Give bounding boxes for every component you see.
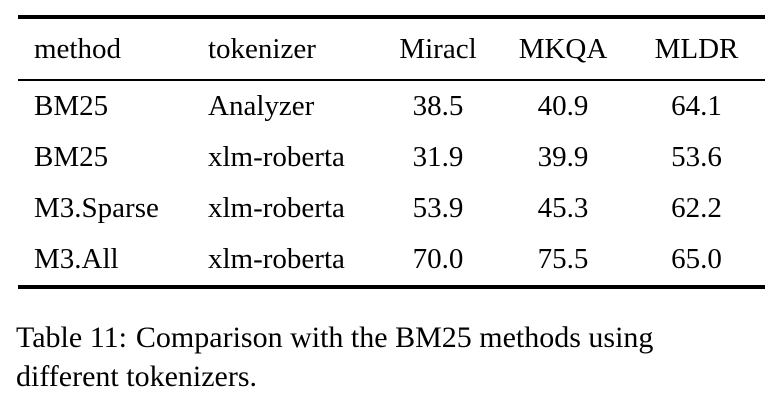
cell-mldr: 62.2 (671, 192, 722, 224)
header-row: method tokenizer Miracl MKQA MLDR (18, 17, 765, 81)
cell-tokenizer: Analyzer (208, 90, 315, 122)
col-header-method: method (18, 17, 208, 81)
cell-method: BM25 (34, 141, 109, 173)
col-header-mkqa: MKQA (498, 17, 628, 81)
table-header: method tokenizer Miracl MKQA MLDR (18, 17, 765, 81)
cell-mkqa: 40.9 (537, 90, 589, 122)
table-row: M3.All xlm-roberta 70.0 75.5 65.0 (18, 234, 765, 287)
cell-mkqa: 39.9 (537, 141, 589, 173)
col-header-miracl: Miracl (378, 17, 498, 81)
col-header-mldr: MLDR (628, 17, 765, 81)
table-row: M3.Sparse xlm-roberta 53.9 45.3 62.2 (18, 183, 765, 234)
table-caption: Table 11: Comparison with the BM25 method… (16, 318, 742, 396)
cell-miracl: 70.0 (412, 243, 464, 275)
results-table: method tokenizer Miracl MKQA MLDR BM25 A… (18, 15, 765, 289)
cell-mkqa: 45.3 (537, 192, 589, 224)
cell-method: M3.All (34, 243, 119, 275)
table-row: BM25 Analyzer 38.5 40.9 64.1 (18, 80, 765, 132)
table-body: BM25 Analyzer 38.5 40.9 64.1 BM25 xlm-ro… (18, 80, 765, 287)
cell-method: M3.Sparse (34, 192, 159, 224)
cell-mldr: 53.6 (671, 141, 722, 173)
cell-mkqa: 75.5 (537, 243, 589, 275)
col-header-tokenizer: tokenizer (208, 17, 378, 81)
cell-method: BM25 (34, 90, 109, 122)
cell-miracl: 38.5 (412, 90, 464, 122)
cell-miracl: 53.9 (412, 192, 464, 224)
caption-text: Comparison with the BM25 methods using d… (16, 321, 654, 393)
cell-tokenizer: xlm-roberta (208, 243, 345, 275)
cell-mldr: 64.1 (671, 90, 722, 122)
caption-label: Table 11: (16, 321, 127, 354)
cell-mldr: 65.0 (671, 243, 722, 275)
cell-tokenizer: xlm-roberta (208, 192, 345, 224)
cell-tokenizer: xlm-roberta (208, 141, 345, 173)
table-row: BM25 xlm-roberta 31.9 39.9 53.6 (18, 132, 765, 183)
cell-miracl: 31.9 (412, 141, 464, 173)
